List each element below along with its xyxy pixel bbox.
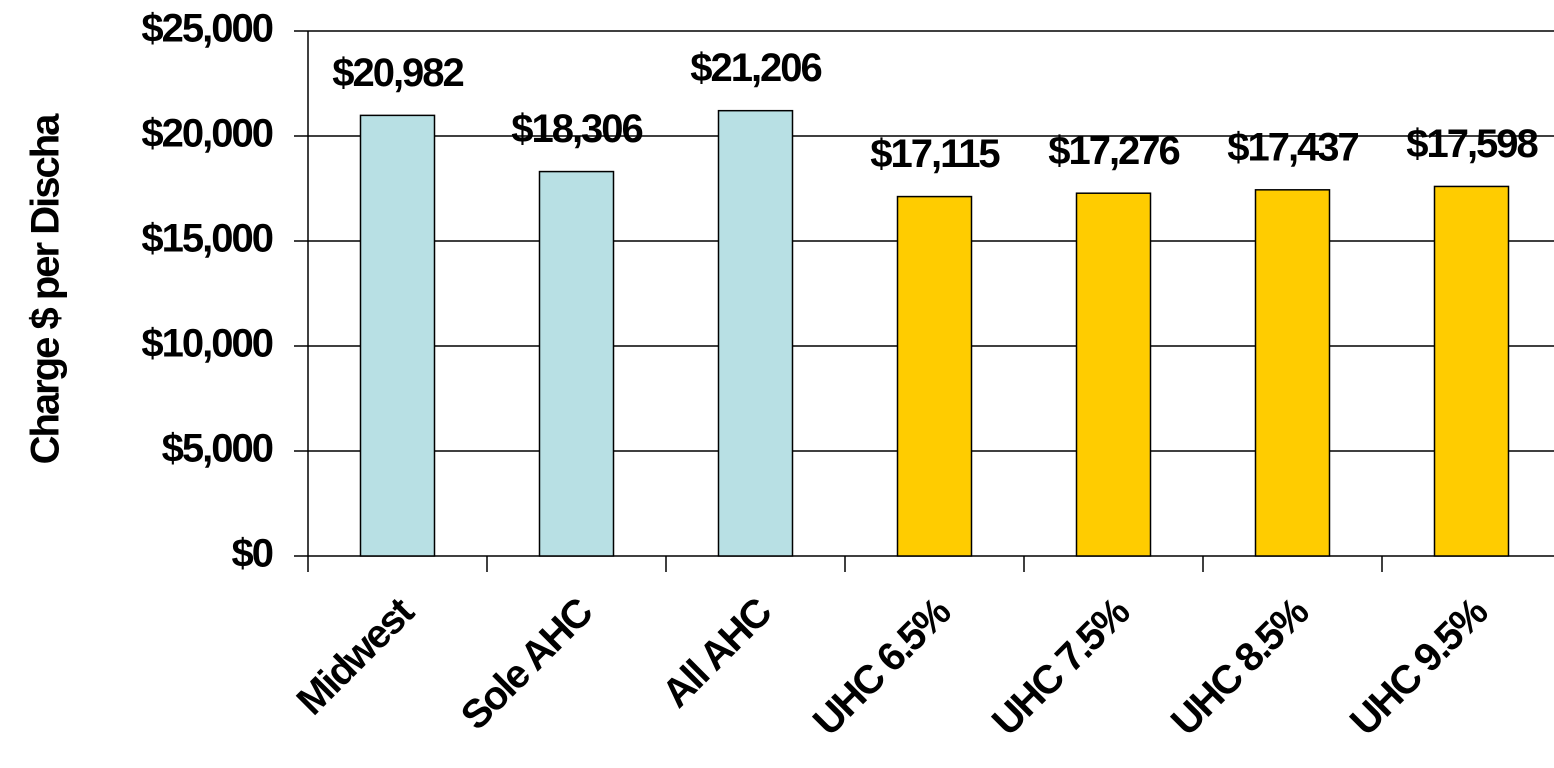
x-tick-label: UHC 6.5% — [805, 590, 959, 744]
x-tick-label: UHC 9.5% — [1342, 590, 1496, 744]
x-tick-label: All AHC — [654, 590, 780, 716]
x-tick-label: UHC 7.5% — [984, 590, 1138, 744]
data-label: $17,437 — [1227, 125, 1358, 169]
bar — [538, 170, 615, 557]
x-tick-label: Midwest — [289, 590, 423, 724]
y-tick-label: $25,000 — [141, 7, 272, 51]
bar — [359, 114, 436, 557]
data-label: $18,306 — [511, 107, 642, 151]
bar — [1075, 192, 1152, 557]
data-label: $17,276 — [1048, 129, 1179, 173]
bar — [896, 195, 973, 557]
bar — [1254, 189, 1331, 557]
y-tick-label: $20,000 — [141, 112, 272, 156]
y-axis-title: Charge $ per Discha — [24, 113, 68, 465]
data-label: $17,115 — [870, 132, 1000, 176]
y-tick-label: $5,000 — [162, 427, 273, 471]
data-label: $20,982 — [332, 51, 463, 95]
y-tick-label: $15,000 — [141, 217, 272, 261]
y-tick-label: $0 — [232, 532, 273, 576]
x-tick-label: Sole AHC — [453, 590, 601, 738]
data-label: $21,206 — [690, 46, 821, 90]
bar — [1433, 185, 1510, 557]
x-tick-label: UHC 8.5% — [1163, 590, 1317, 744]
bar — [717, 109, 794, 557]
data-label: $17,598 — [1406, 122, 1538, 166]
y-tick-label: $10,000 — [141, 322, 272, 366]
